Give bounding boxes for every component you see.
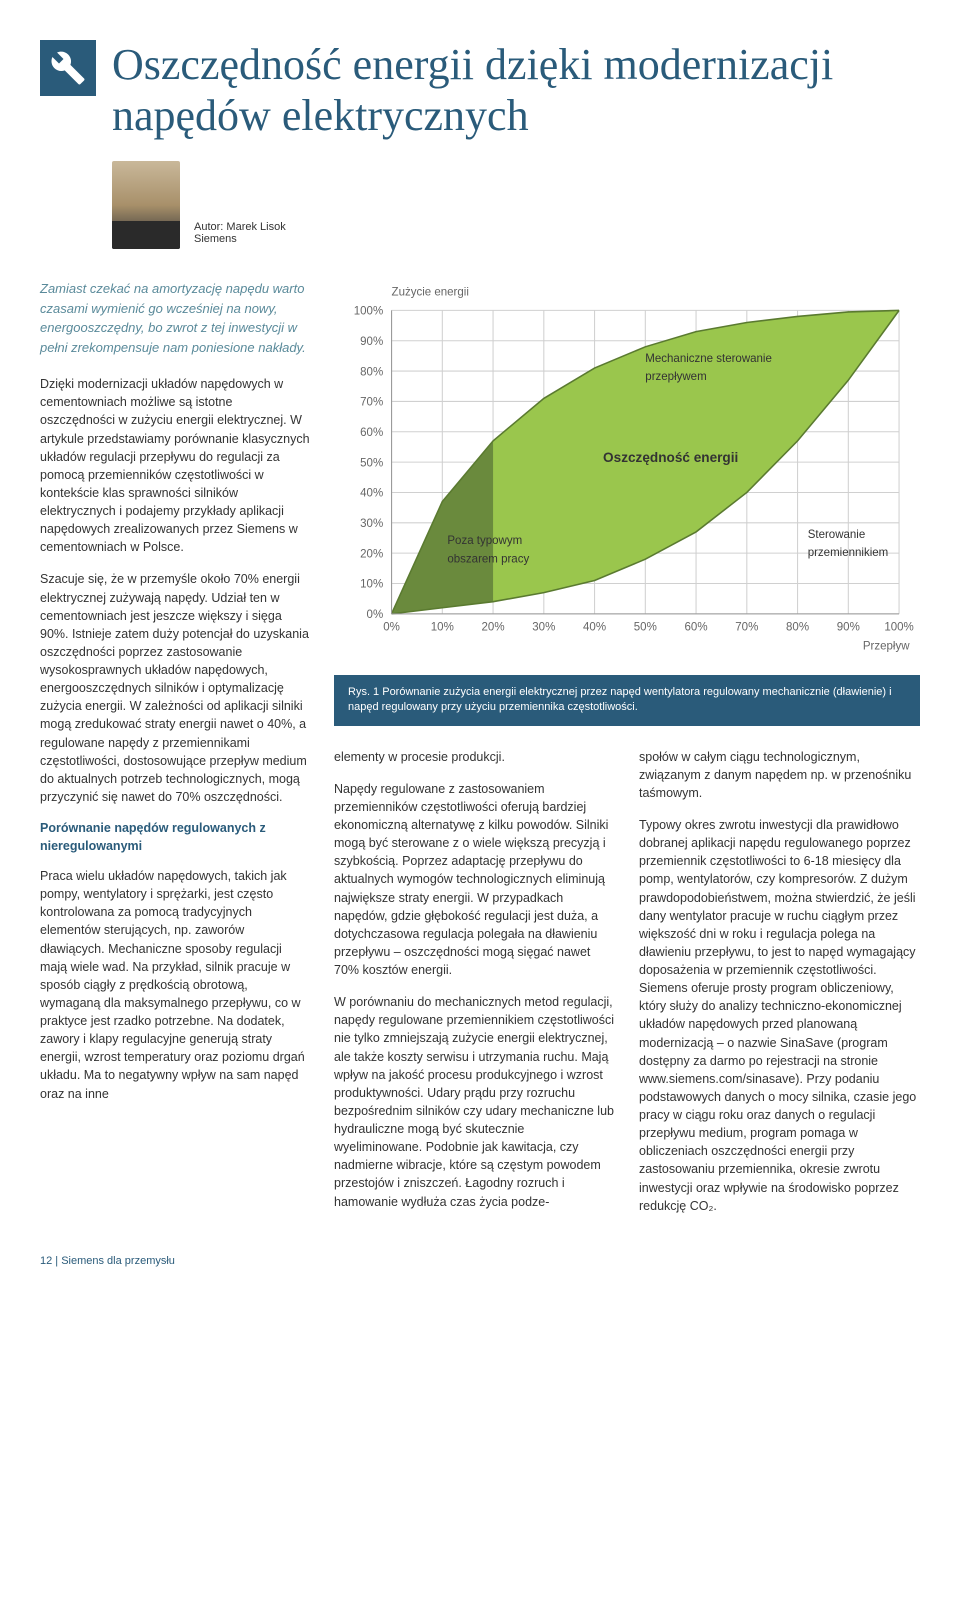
left-column: Zamiast czekać na amortyzację napędu war… — [40, 279, 310, 1229]
mid-column: elementy w procesie produkcji. Napędy re… — [334, 748, 615, 1229]
text-two-columns: elementy w procesie produkcji. Napędy re… — [334, 748, 920, 1229]
svg-text:przemiennikiem: przemiennikiem — [808, 547, 889, 559]
author-label: Autor: — [194, 221, 223, 233]
mid-p2: Napędy regulowane z zastosowaniem przemi… — [334, 780, 615, 979]
right-column: społów w całym ciągu technologicznym, zw… — [639, 748, 920, 1229]
svg-text:70%: 70% — [735, 622, 758, 634]
svg-text:10%: 10% — [360, 579, 383, 591]
right-p2: Typowy okres zwrotu inwestycji dla prawi… — [639, 816, 920, 1215]
svg-text:Mechaniczne sterowanie: Mechaniczne sterowanie — [645, 353, 772, 365]
figure-caption: Rys. 1 Porównanie zużycia energii elektr… — [334, 675, 920, 726]
svg-text:Przepływ: Przepływ — [863, 641, 910, 653]
svg-text:30%: 30% — [532, 622, 555, 634]
wrench-icon — [40, 40, 96, 96]
page-footer: 12 | Siemens dla przemysłu — [40, 1255, 920, 1267]
svg-text:30%: 30% — [360, 518, 383, 530]
author-info: Autor: Marek Lisok Siemens — [194, 221, 286, 249]
page: Oszczędność energii dzięki modernizacji … — [0, 0, 960, 1287]
mid-p1: elementy w procesie produkcji. — [334, 748, 615, 766]
energy-chart: Zużycie energii 0% 10% 20% 30% 40% 50% 60% 70% 80… — [334, 279, 920, 661]
svg-text:Poza typowym: Poza typowym — [447, 535, 522, 547]
svg-text:20%: 20% — [360, 549, 383, 561]
svg-text:50%: 50% — [634, 622, 657, 634]
author-company: Siemens — [194, 233, 237, 245]
svg-text:60%: 60% — [685, 622, 708, 634]
svg-text:Sterowanie: Sterowanie — [808, 529, 866, 541]
intro-p2: Szacuje się, że w przemyśle około 70% en… — [40, 570, 310, 806]
author-name: Marek Lisok — [226, 221, 285, 233]
svg-text:100%: 100% — [884, 622, 913, 634]
svg-text:przepływem: przepływem — [645, 371, 706, 383]
author-photo — [112, 161, 180, 249]
svg-text:obszarem pracy: obszarem pracy — [447, 553, 529, 565]
page-title: Oszczędność energii dzięki modernizacji … — [112, 40, 920, 141]
svg-text:10%: 10% — [431, 622, 454, 634]
right-p1: społów w całym ciągu technologicznym, zw… — [639, 748, 920, 802]
svg-text:90%: 90% — [837, 622, 860, 634]
svg-text:100%: 100% — [354, 306, 383, 318]
subhead-comparison: Porównanie napędów regulowanych z niereg… — [40, 820, 310, 855]
svg-text:70%: 70% — [360, 397, 383, 409]
header-row: Oszczędność energii dzięki modernizacji … — [40, 40, 920, 249]
svg-text:80%: 80% — [786, 622, 809, 634]
svg-text:0%: 0% — [367, 609, 384, 621]
content-grid: Zamiast czekać na amortyzację napędu war… — [40, 279, 920, 1229]
svg-text:Oszczędność energii: Oszczędność energii — [603, 450, 738, 465]
chart-svg: Zużycie energii 0% 10% 20% 30% 40% 50% 60% 70% 80… — [334, 279, 920, 656]
lede: Zamiast czekać na amortyzację napędu war… — [40, 279, 310, 357]
intro-p3: Praca wielu układów napędowych, takich j… — [40, 867, 310, 1103]
svg-text:60%: 60% — [360, 427, 383, 439]
author-row: Autor: Marek Lisok Siemens — [112, 161, 920, 249]
right-area: Zużycie energii 0% 10% 20% 30% 40% 50% 60% 70% 80… — [334, 279, 920, 1229]
svg-text:90%: 90% — [360, 336, 383, 348]
title-block: Oszczędność energii dzięki modernizacji … — [112, 40, 920, 249]
svg-text:Zużycie energii: Zużycie energii — [392, 287, 469, 299]
svg-text:0%: 0% — [383, 622, 400, 634]
intro-p1: Dzięki modernizacji układów napędowych w… — [40, 375, 310, 556]
mid-p3: W porównaniu do mechanicznych metod regu… — [334, 993, 615, 1211]
svg-text:40%: 40% — [583, 622, 606, 634]
svg-text:20%: 20% — [482, 622, 505, 634]
svg-text:80%: 80% — [360, 366, 383, 378]
svg-text:40%: 40% — [360, 488, 383, 500]
svg-text:50%: 50% — [360, 457, 383, 469]
